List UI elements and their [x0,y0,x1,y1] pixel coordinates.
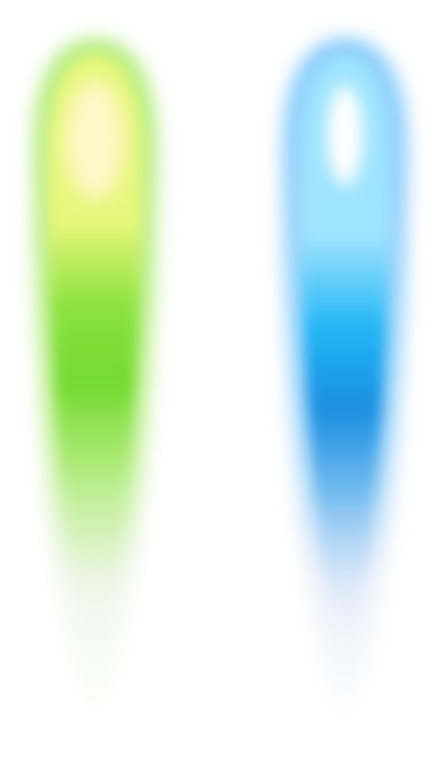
blue-glow-body [300,55,390,660]
green-glow-shape [32,38,158,715]
green-glow-body [48,55,142,655]
blue-glow-shape [282,38,408,715]
blue-glow-core [327,85,363,185]
green-glow-core [65,80,125,200]
